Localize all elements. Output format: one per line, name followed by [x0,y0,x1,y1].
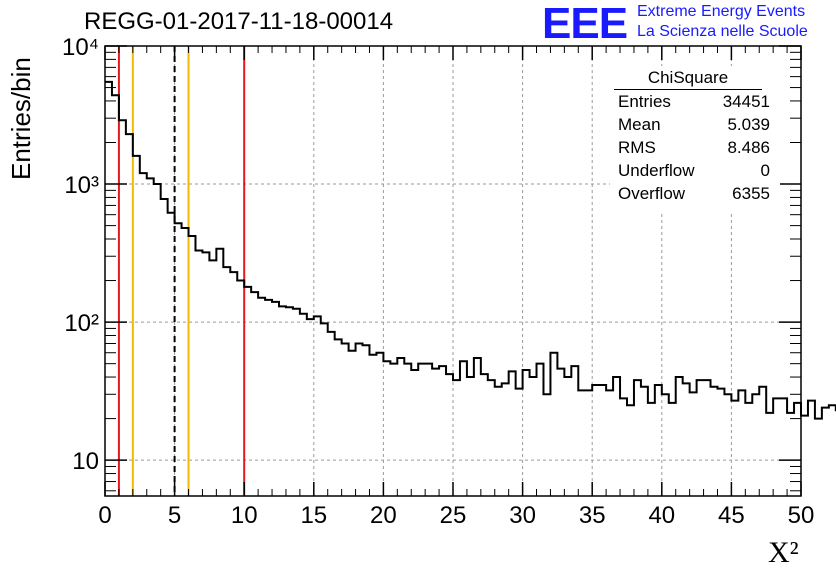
x-tick-label: 10 [231,502,258,529]
x-tick-label: 25 [440,502,467,529]
x-tick-label: 20 [370,502,397,529]
histogram-series [105,80,836,420]
x-axis-label: X² [768,536,799,569]
chart-title: REGG-01-2017-11-18-00014 [84,8,394,35]
axis-ticks [104,45,802,496]
stats-row-mean: Mean 5.039 [610,113,780,136]
y-tick-label: 10 [72,448,99,475]
tick-labels: 0 5 10 15 20 25 30 35 40 45 50 10 10² 10³ 10⁴ [62,34,814,529]
stats-value: 8.486 [727,138,770,157]
x-tick-label: 40 [648,502,675,529]
stats-label: Overflow [618,184,686,203]
stats-row-rms: RMS 8.486 [610,136,780,159]
x-tick-label: 15 [300,502,327,529]
x-tick-label: 50 [788,502,815,529]
x-tick-label: 35 [579,502,606,529]
stats-value: 6355 [732,184,770,203]
stats-row-overflow: Overflow 6355 [610,182,780,205]
stats-value: 5.039 [727,115,770,134]
stats-row-underflow: Underflow 0 [610,159,780,182]
stats-label: RMS [618,138,656,157]
x-tick-label: 30 [509,502,536,529]
stats-value: 34451 [722,92,770,111]
x-tick-label: 5 [168,502,181,529]
y-axis-label: Entries/bin [6,57,36,180]
y-tick-label: 10³ [64,172,99,199]
x-tick-label: 0 [98,502,111,529]
stats-label: Entries [618,92,671,111]
y-tick-label: 10² [64,310,99,337]
brand-line-2: La Scienza nelle Scuole [637,23,808,40]
y-tick-label: 10⁴ [62,34,99,61]
brand-line-1: Extreme Energy Events [637,3,806,20]
stats-box: ChiSquare Entries 34451 Mean 5.039 RMS 8.48… [610,66,780,212]
x-tick-label: 45 [718,502,745,529]
stats-row-entries: Entries 34451 [610,90,780,113]
stats-label: Mean [618,115,661,134]
eee-logo: EEE [542,0,628,48]
stats-value: 0 [760,161,770,180]
reference-lines [117,46,246,496]
stats-label: Underflow [618,161,695,180]
stats-title: ChiSquare [614,66,762,90]
